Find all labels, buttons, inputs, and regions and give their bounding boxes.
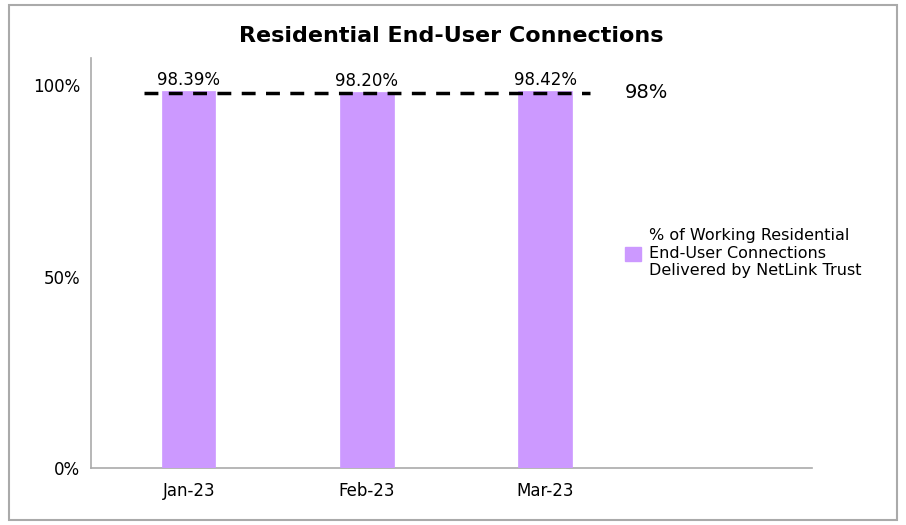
Text: 98.39%: 98.39% [158,71,220,89]
Text: 98.42%: 98.42% [514,71,576,89]
Text: 98%: 98% [625,83,669,102]
Legend: % of Working Residential
End-User Connections
Delivered by NetLink Trust: % of Working Residential End-User Connec… [618,222,867,285]
Text: 98.20%: 98.20% [335,72,399,90]
Bar [162,91,216,468]
Bar [340,92,393,468]
Bar [518,91,572,468]
Title: Residential End-User Connections: Residential End-User Connections [239,26,664,46]
